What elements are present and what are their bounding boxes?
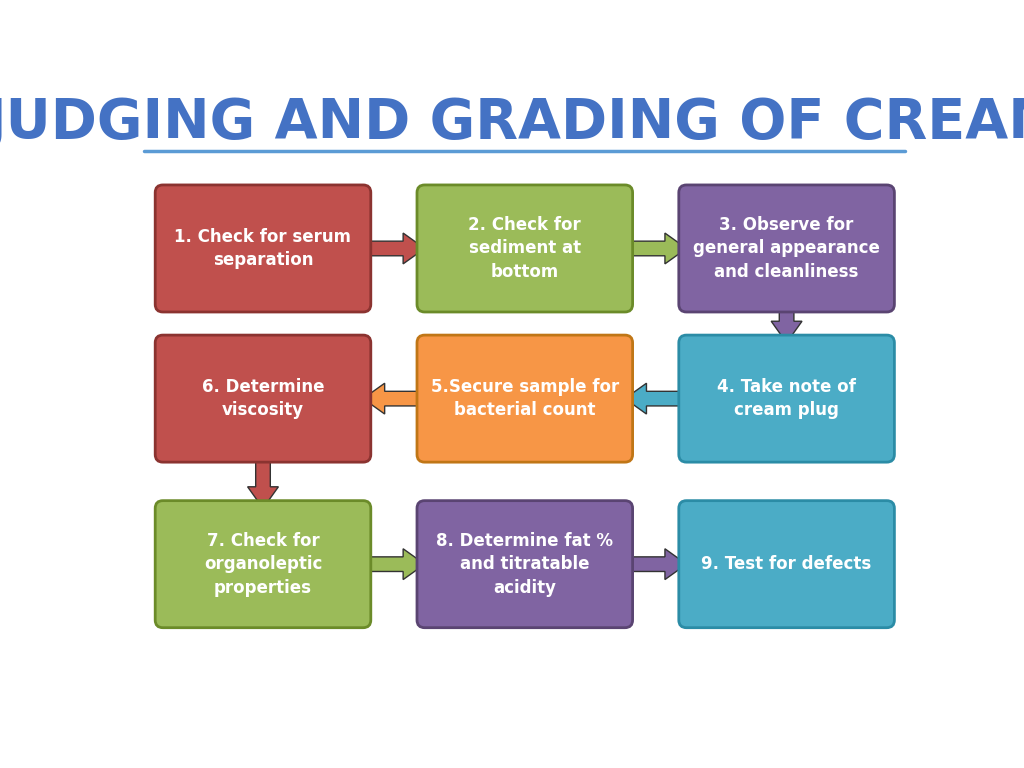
Polygon shape — [625, 383, 686, 414]
Polygon shape — [625, 233, 686, 264]
FancyBboxPatch shape — [156, 501, 371, 627]
Text: 8. Determine fat %
and titratable
acidity: 8. Determine fat % and titratable acidit… — [436, 531, 613, 597]
Polygon shape — [771, 304, 802, 343]
FancyBboxPatch shape — [417, 185, 633, 312]
FancyBboxPatch shape — [679, 335, 894, 462]
Text: 5.Secure sample for
bacterial count: 5.Secure sample for bacterial count — [431, 378, 618, 419]
Text: 7. Check for
organoleptic
properties: 7. Check for organoleptic properties — [204, 531, 323, 597]
Polygon shape — [625, 549, 686, 580]
Polygon shape — [364, 233, 425, 264]
Polygon shape — [364, 383, 425, 414]
FancyBboxPatch shape — [417, 501, 633, 627]
Text: 3. Observe for
general appearance
and cleanliness: 3. Observe for general appearance and cl… — [693, 216, 880, 281]
FancyBboxPatch shape — [679, 185, 894, 312]
Polygon shape — [248, 455, 279, 508]
Polygon shape — [364, 549, 425, 580]
Text: 1. Check for serum
separation: 1. Check for serum separation — [174, 227, 351, 270]
Text: 4. Take note of
cream plug: 4. Take note of cream plug — [717, 378, 856, 419]
Text: 2. Check for
sediment at
bottom: 2. Check for sediment at bottom — [468, 216, 582, 281]
Text: 6. Determine
viscosity: 6. Determine viscosity — [202, 378, 325, 419]
FancyBboxPatch shape — [156, 335, 371, 462]
FancyBboxPatch shape — [156, 185, 371, 312]
Text: 9. Test for defects: 9. Test for defects — [701, 555, 871, 573]
Text: JUDGING AND GRADING OF CREAM: JUDGING AND GRADING OF CREAM — [0, 96, 1024, 150]
FancyBboxPatch shape — [417, 335, 633, 462]
FancyBboxPatch shape — [679, 501, 894, 627]
